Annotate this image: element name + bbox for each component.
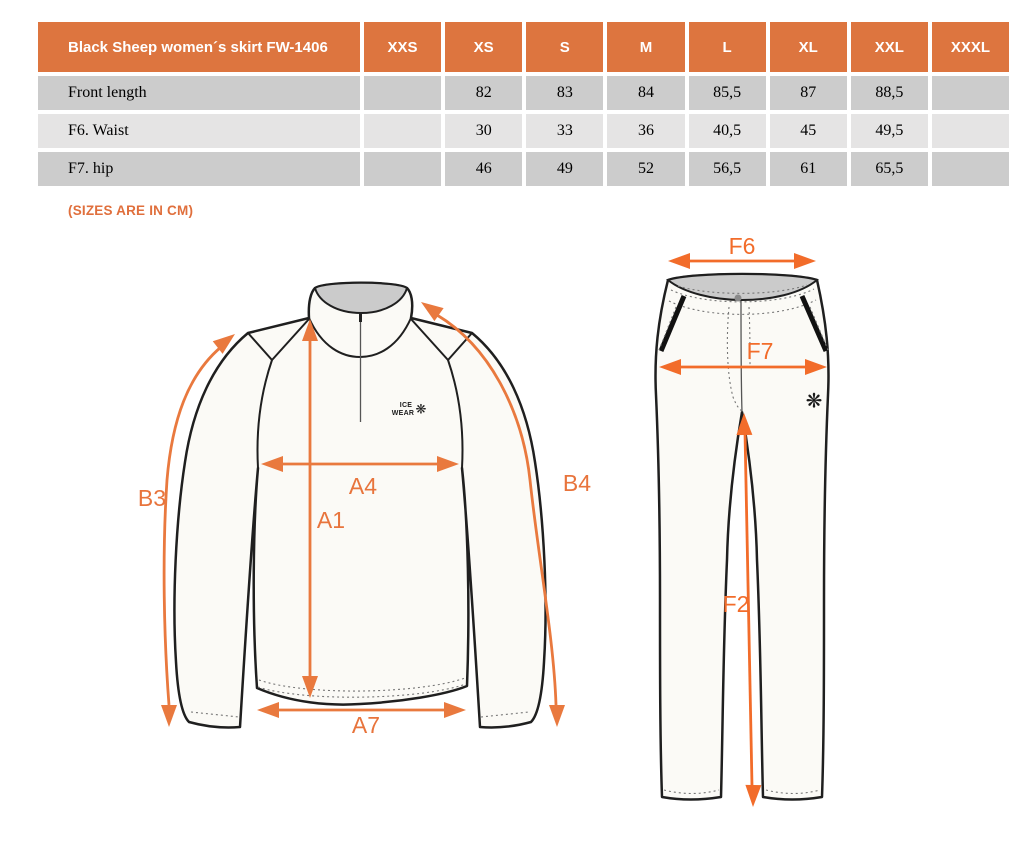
- table-cell: 46: [445, 152, 523, 186]
- pants-label-f7: F7: [747, 338, 774, 364]
- table-cell: 49: [526, 152, 604, 186]
- pants-waist-interior: [665, 273, 820, 302]
- snowflake-icon: ❋: [806, 390, 823, 412]
- pants-right-hem-stitch: [765, 789, 821, 795]
- table-cell: [931, 114, 1009, 148]
- col-header-xs: XS: [445, 22, 523, 72]
- pants-label-f2: F2: [723, 591, 750, 617]
- pants-back-waist-stitch: [677, 284, 808, 294]
- pants-diagram: ❋ F6 F7 F2: [654, 233, 830, 807]
- shirt-hem-stitch: [258, 677, 466, 692]
- size-table: Black Sheep women´s skirt FW-1406 XXS XS…: [38, 22, 1009, 186]
- table-cell: 33: [526, 114, 604, 148]
- pants-outline: [654, 272, 830, 801]
- pants-fly-stitch-2: [748, 306, 751, 369]
- table-cell: 56,5: [688, 152, 766, 186]
- table-cell: 61: [769, 152, 847, 186]
- table-cell: 87: [769, 76, 847, 110]
- shirt-right-raglan-seam: [447, 359, 464, 469]
- pants-waistband-stitch-2: [668, 299, 817, 315]
- table-cell: [931, 152, 1009, 186]
- shirt-arrow-a7: [257, 702, 466, 718]
- table-cell: 36: [607, 114, 685, 148]
- table-cell: 40,5: [688, 114, 766, 148]
- table-title: Black Sheep women´s skirt FW-1406: [38, 22, 360, 72]
- pants-left-pocket: [658, 295, 687, 352]
- col-header-xl: XL: [769, 22, 847, 72]
- pants-fly-stitch: [726, 306, 743, 412]
- logo-text-line2: WEAR: [392, 410, 415, 417]
- table-cell: 30: [445, 114, 523, 148]
- row-label-waist: F6. Waist: [38, 114, 360, 148]
- shirt-arrow-a1: [302, 319, 318, 698]
- table-cell: 65,5: [850, 152, 928, 186]
- shirt-outline: [173, 281, 547, 729]
- table-cell: 84: [607, 76, 685, 110]
- shirt-right-cuff-stitch: [480, 711, 530, 718]
- snowflake-icon: ❋: [416, 401, 427, 416]
- shirt-arrow-b4: [421, 302, 565, 727]
- table-cell: [364, 114, 442, 148]
- pants-arrow-f6: [668, 253, 816, 269]
- table-cell: [364, 76, 442, 110]
- shirt-arrow-b3: [161, 334, 235, 727]
- col-header-xxs: XXS: [364, 22, 442, 72]
- table-cell: [364, 152, 442, 186]
- shirt-label-a1: A1: [317, 507, 345, 533]
- col-header-s: S: [526, 22, 604, 72]
- table-cell: 88,5: [850, 76, 928, 110]
- pants-center-seam: [740, 300, 743, 413]
- pants-button: [734, 294, 742, 302]
- pants-right-pocket: [799, 295, 829, 352]
- table-cell: 45: [769, 114, 847, 148]
- shirt-diagram: ICE WEAR ❋: [138, 281, 591, 738]
- pants-arrow-f2: [736, 413, 762, 807]
- shirt-brand-logo: ICE WEAR ❋: [392, 401, 427, 417]
- unit-note: (SIZES ARE IN CM): [68, 203, 194, 218]
- table-cell: [931, 76, 1009, 110]
- shirt-left-cuff-stitch: [190, 711, 240, 718]
- pants-waistband-stitch-1: [670, 288, 815, 303]
- col-header-l: L: [688, 22, 766, 72]
- row-label-hip: F7. hip: [38, 152, 360, 186]
- table-cell: 82: [445, 76, 523, 110]
- shirt-label-b4: B4: [563, 470, 591, 496]
- shirt-label-a4: A4: [349, 473, 377, 499]
- shirt-left-raglan-seam: [256, 359, 273, 469]
- shirt-collar-interior: [313, 281, 409, 315]
- pants-left-hem-stitch: [663, 789, 720, 795]
- pants-arrow-f7: [659, 359, 827, 375]
- table-cell: 52: [607, 152, 685, 186]
- pants-label-f6: F6: [729, 233, 756, 259]
- col-header-xxl: XXL: [850, 22, 928, 72]
- col-header-xxxl: XXXL: [931, 22, 1009, 72]
- shirt-arrow-a4: [261, 456, 459, 472]
- table-cell: 49,5: [850, 114, 928, 148]
- shirt-label-b3: B3: [138, 485, 166, 511]
- col-header-m: M: [607, 22, 685, 72]
- table-cell: 85,5: [688, 76, 766, 110]
- shirt-label-a7: A7: [352, 712, 380, 738]
- logo-text-line1: ICE: [400, 402, 413, 409]
- table-cell: 83: [526, 76, 604, 110]
- shirt-hem-stitch-2: [257, 683, 467, 698]
- row-label-front-length: Front length: [38, 76, 360, 110]
